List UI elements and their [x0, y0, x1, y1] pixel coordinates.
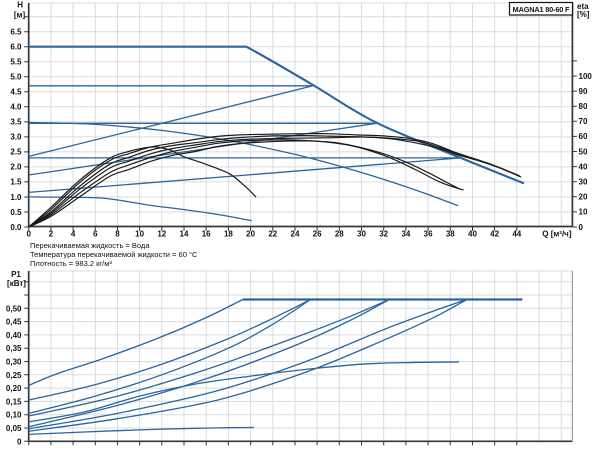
- svg-text:4: 4: [71, 230, 76, 239]
- svg-text:20: 20: [579, 193, 588, 202]
- svg-text:5.5: 5.5: [10, 58, 22, 67]
- svg-text:60: 60: [579, 132, 588, 141]
- svg-text:30: 30: [357, 230, 366, 239]
- svg-text:eta: eta: [577, 2, 589, 11]
- svg-text:0,05: 0,05: [6, 424, 22, 433]
- svg-text:P1: P1: [11, 270, 21, 279]
- svg-text:38: 38: [446, 230, 455, 239]
- svg-text:Перекачиваемая жидкость = Вода: Перекачиваемая жидкость = Вода: [30, 241, 150, 250]
- svg-text:0.5: 0.5: [10, 208, 22, 217]
- svg-text:22: 22: [268, 230, 277, 239]
- svg-text:0: 0: [17, 437, 22, 446]
- svg-text:6: 6: [93, 230, 98, 239]
- svg-text:Температура перекачиваемой жид: Температура перекачиваемой жидкости = 60…: [30, 250, 198, 259]
- svg-text:5.0: 5.0: [10, 73, 22, 82]
- svg-text:[м]: [м]: [14, 10, 26, 19]
- svg-text:0,35: 0,35: [6, 344, 22, 353]
- svg-text:14: 14: [180, 230, 189, 239]
- svg-text:3.0: 3.0: [10, 133, 22, 142]
- svg-text:6.5: 6.5: [10, 28, 22, 37]
- svg-text:Плотность = 983.2 кг/м³: Плотность = 983.2 кг/м³: [30, 259, 112, 268]
- svg-text:18: 18: [224, 230, 233, 239]
- svg-text:0,25: 0,25: [6, 371, 22, 380]
- svg-text:0,10: 0,10: [6, 411, 22, 420]
- svg-text:32: 32: [379, 230, 388, 239]
- svg-text:50: 50: [579, 147, 588, 156]
- svg-text:0,40: 0,40: [6, 331, 22, 340]
- svg-text:34: 34: [401, 230, 410, 239]
- svg-text:2.5: 2.5: [10, 148, 22, 157]
- svg-text:0: 0: [579, 223, 584, 232]
- svg-text:0,15: 0,15: [6, 397, 22, 406]
- svg-text:36: 36: [424, 230, 433, 239]
- svg-text:0: 0: [26, 230, 31, 239]
- svg-text:0,20: 0,20: [6, 384, 22, 393]
- svg-text:24: 24: [291, 230, 300, 239]
- svg-text:2.0: 2.0: [10, 163, 22, 172]
- svg-text:16: 16: [202, 230, 211, 239]
- svg-text:80: 80: [579, 102, 588, 111]
- svg-text:44: 44: [512, 230, 521, 239]
- svg-text:42: 42: [490, 230, 499, 239]
- svg-text:1.0: 1.0: [10, 193, 22, 202]
- svg-text:4.0: 4.0: [10, 103, 22, 112]
- svg-text:30: 30: [579, 178, 588, 187]
- svg-text:0,30: 0,30: [6, 358, 22, 367]
- svg-text:10: 10: [135, 230, 144, 239]
- svg-text:28: 28: [335, 230, 344, 239]
- svg-text:8: 8: [115, 230, 120, 239]
- svg-text:[кВт]: [кВт]: [7, 279, 26, 288]
- svg-text:Q [м³/ч]: Q [м³/ч]: [542, 230, 572, 239]
- svg-text:40: 40: [579, 162, 588, 171]
- svg-text:0.0: 0.0: [10, 223, 22, 232]
- svg-text:3.5: 3.5: [10, 118, 22, 127]
- svg-text:20: 20: [246, 230, 255, 239]
- svg-text:6.0: 6.0: [10, 43, 22, 52]
- svg-text:100: 100: [579, 72, 593, 81]
- svg-text:12: 12: [157, 230, 166, 239]
- svg-text:1.5: 1.5: [10, 178, 22, 187]
- svg-text:10: 10: [579, 208, 588, 217]
- svg-text:0,50: 0,50: [6, 304, 22, 313]
- svg-text:70: 70: [579, 117, 588, 126]
- svg-text:2: 2: [49, 230, 54, 239]
- svg-text:0,45: 0,45: [6, 318, 22, 327]
- svg-text:26: 26: [313, 230, 322, 239]
- svg-text:40: 40: [468, 230, 477, 239]
- svg-text:90: 90: [579, 87, 588, 96]
- svg-text:[%]: [%]: [577, 10, 590, 19]
- svg-text:MAGNA1 80-60 F: MAGNA1 80-60 F: [513, 5, 570, 14]
- svg-text:H: H: [17, 1, 23, 10]
- svg-text:4.5: 4.5: [10, 88, 22, 97]
